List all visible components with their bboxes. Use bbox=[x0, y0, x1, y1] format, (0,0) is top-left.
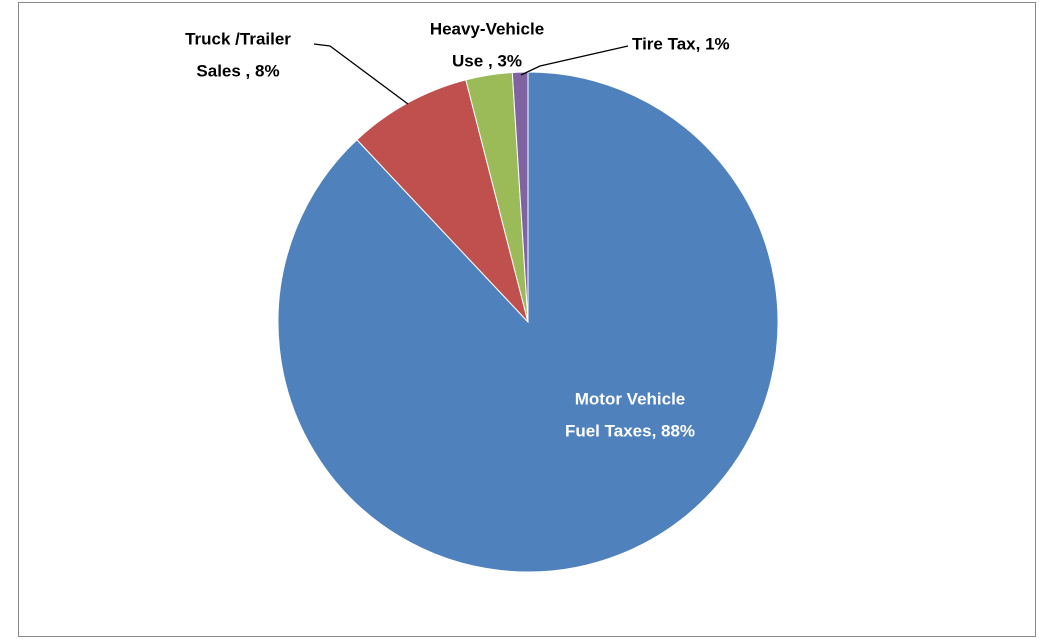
leader-line bbox=[520, 45, 629, 76]
data-label: Motor Vehicle bbox=[575, 389, 686, 408]
labels: Motor Vehicle Fuel Taxes, 88% Truck /Trail… bbox=[185, 19, 730, 440]
data-label: Sales , 8% bbox=[196, 61, 279, 80]
data-label: Heavy-Vehicle bbox=[430, 19, 544, 38]
pie bbox=[277, 71, 779, 573]
data-label: Truck /Trailer bbox=[185, 29, 291, 48]
data-label: Use , 3% bbox=[452, 51, 522, 70]
leader-line bbox=[313, 43, 409, 105]
data-label: Fuel Taxes, 88% bbox=[565, 421, 695, 440]
data-label: Tire Tax, 1% bbox=[632, 34, 730, 53]
